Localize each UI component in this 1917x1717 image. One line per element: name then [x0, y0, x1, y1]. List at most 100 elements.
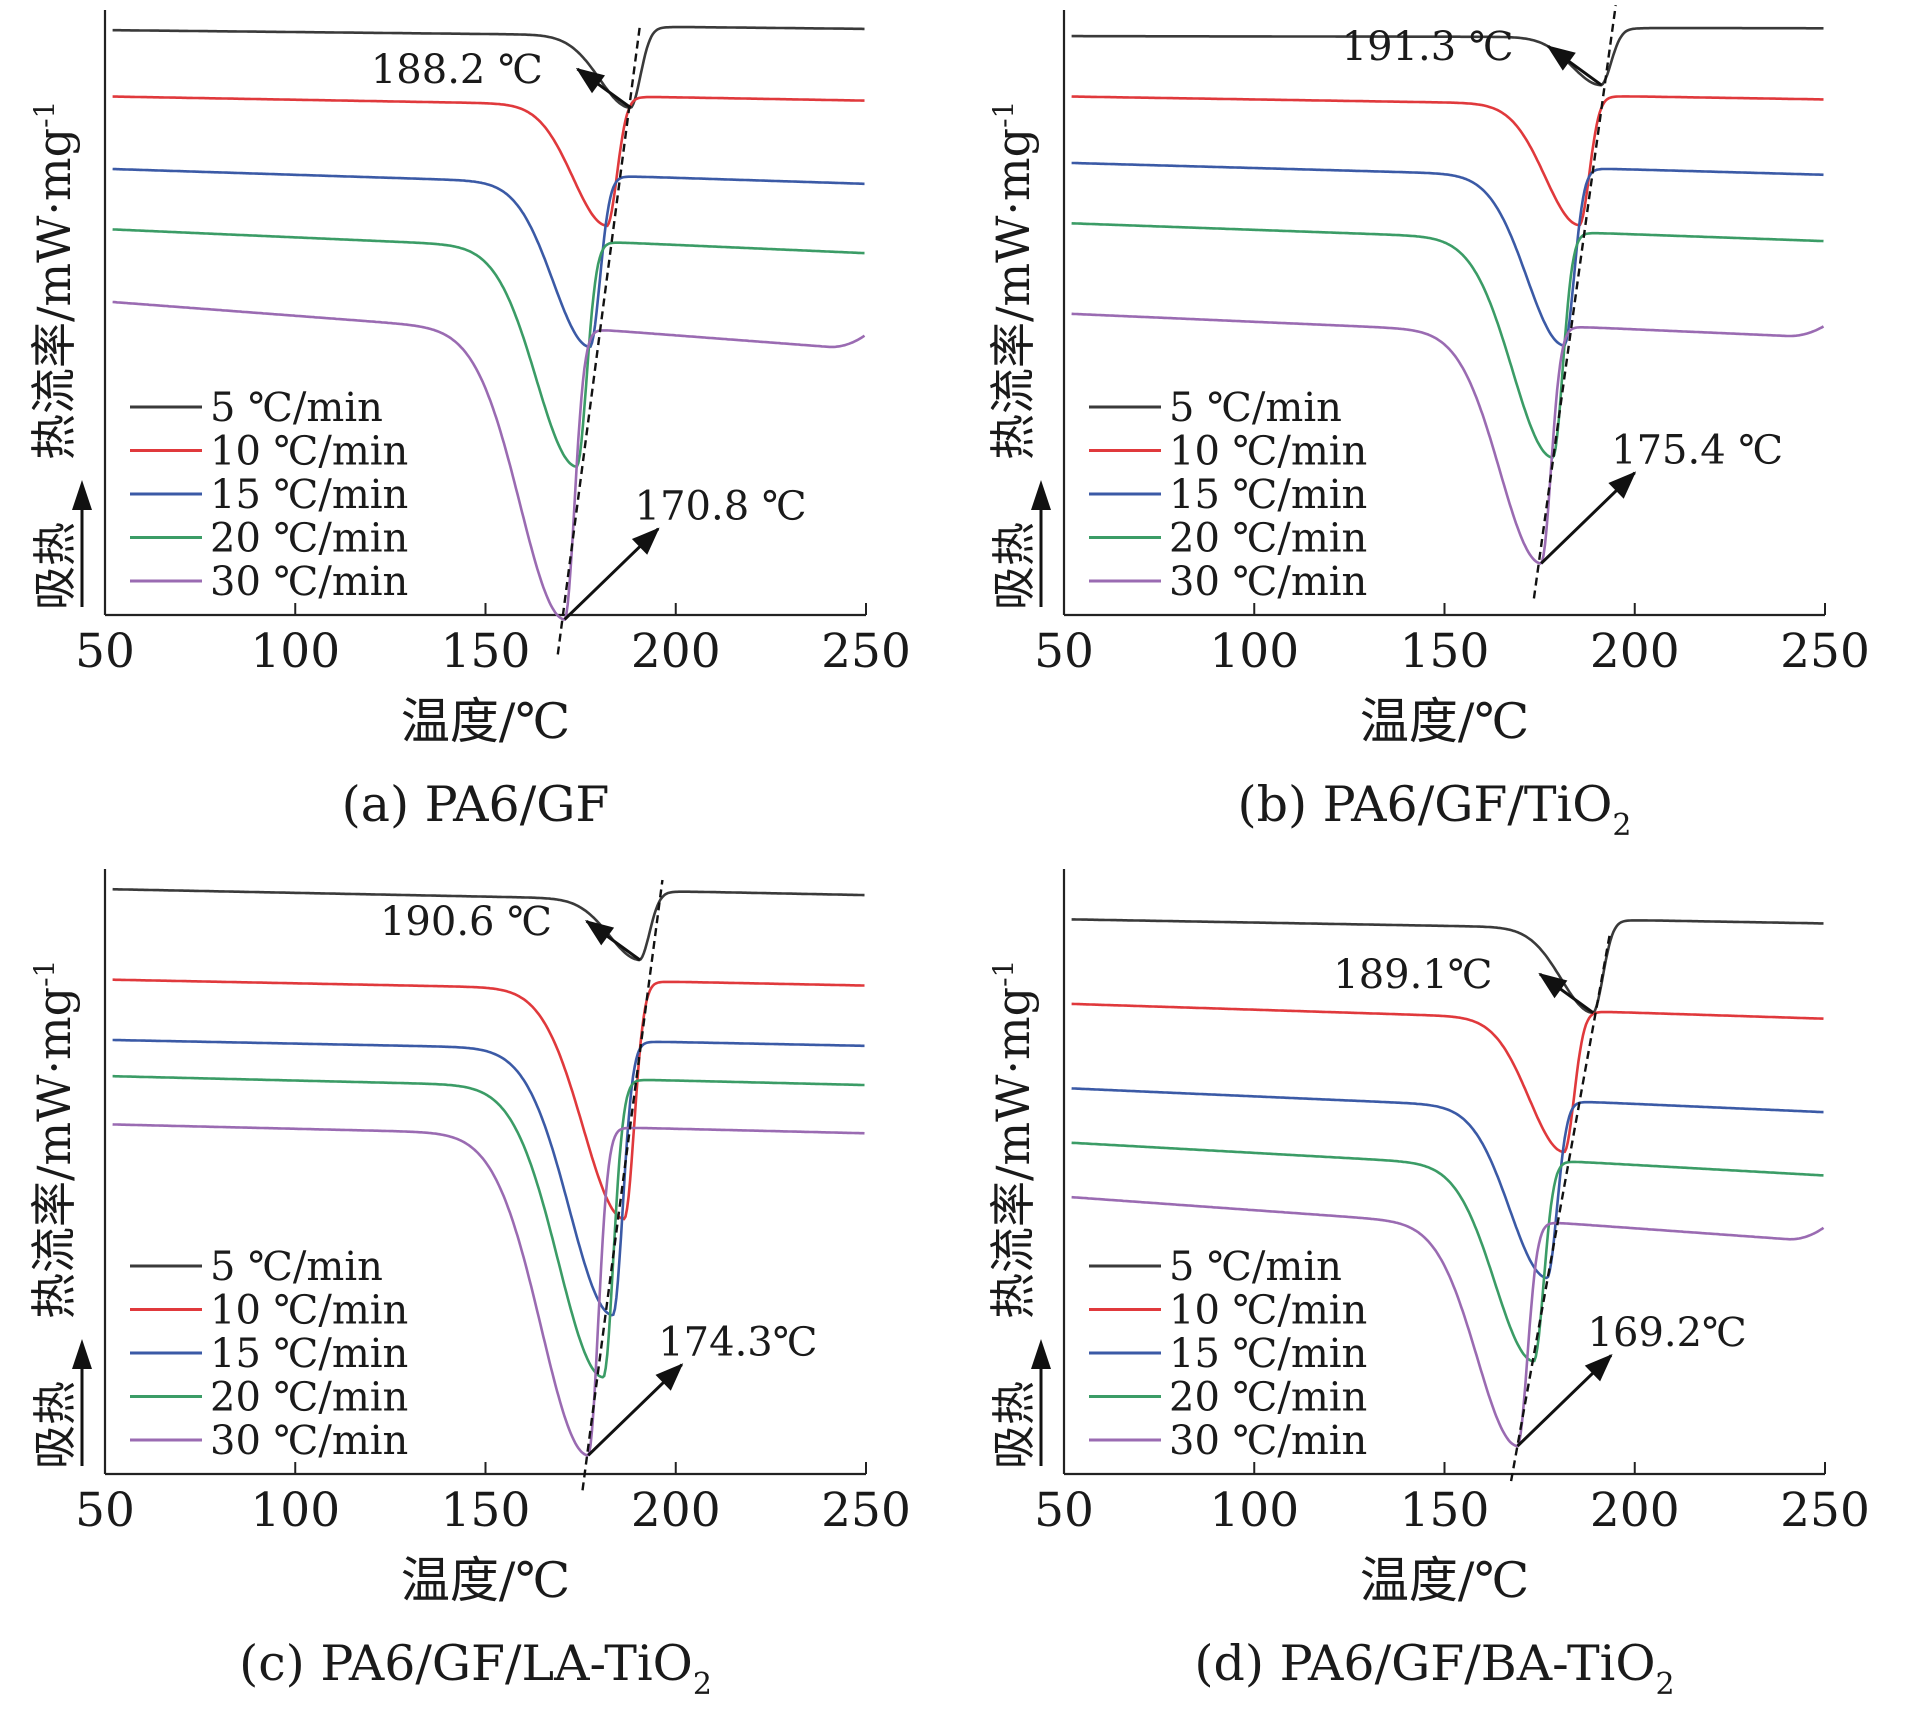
chart-svg-b: 50 100 150 200 250 温度/℃ (b) PA6/GF/TiO2 吸热 热流率/m…	[986, 5, 1870, 843]
legend-label-3: 15 ℃/min	[210, 472, 408, 518]
x-tick-label: 200	[631, 624, 721, 679]
x-tick-label: 250	[1780, 624, 1870, 679]
series-line-4	[1071, 222, 1824, 459]
x-tick-label: 250	[821, 1483, 911, 1538]
endo-arrow-icon	[72, 480, 92, 510]
chart-panel-a: 50 100 150 200 250 温度/℃ (a) PA6/GF 吸热 热流率/mW·mg-…	[0, 0, 958, 858]
series-line-4	[112, 1074, 865, 1379]
y-axis-title-group: 吸热 热流率/mW·mg-1	[27, 960, 81, 1469]
x-tick-label: 200	[1590, 624, 1680, 679]
y-axis-title-group: 吸热 热流率/mW·mg-1	[986, 960, 1040, 1469]
x-tick-label: 100	[1209, 624, 1299, 679]
legend-label-4: 20 ℃/min	[1169, 1375, 1367, 1421]
legend-label-2: 10 ℃/min	[210, 1288, 408, 1334]
peak-annotation-1: 188.2 ℃	[371, 47, 543, 93]
series-line-2	[112, 95, 865, 228]
endo-arrow-icon	[1031, 1339, 1051, 1369]
annotation-arrow-icon	[631, 527, 660, 555]
x-axis-title: 温度/℃	[401, 1552, 570, 1609]
tangent-line	[1532, 5, 1617, 599]
series-line-5	[112, 1123, 865, 1457]
x-axis-title: 温度/℃	[1360, 1552, 1529, 1609]
series-line-3	[112, 1038, 865, 1317]
y-axis-title-group: 吸热 热流率/mW·mg-1	[986, 101, 1040, 610]
peak-annotation-1: 190.6 ℃	[380, 899, 552, 945]
legend-label-1: 5 ℃/min	[210, 1244, 383, 1290]
chart-panel-d: 50 100 150 200 250 温度/℃ (d) PA6/GF/BA-TiO2 吸热 热流…	[959, 859, 1917, 1717]
chart-svg-d: 50 100 150 200 250 温度/℃ (d) PA6/GF/BA-TiO2 吸热 热流…	[986, 869, 1870, 1702]
legend-label-1: 5 ℃/min	[210, 385, 383, 431]
chart-panel-c: 50 100 150 200 250 温度/℃ (c) PA6/GF/LA-TiO2 吸热 热流…	[0, 859, 958, 1717]
series-line-2	[1071, 95, 1824, 227]
y-axis-title: 热流率/mW·mg-1	[27, 101, 81, 460]
x-tick-label: 200	[631, 1483, 721, 1538]
legend-label-2: 10 ℃/min	[1169, 1288, 1367, 1334]
series-line-5	[1071, 1195, 1825, 1448]
tangent-line	[581, 879, 664, 1491]
panel-caption: (c) PA6/GF/LA-TiO2	[239, 1635, 712, 1702]
series-line-5	[1071, 312, 1825, 565]
peak-annotation-2: 169.2℃	[1588, 1310, 1747, 1356]
series-line-3	[112, 167, 865, 349]
series-line-2	[112, 978, 865, 1221]
x-tick-label: 100	[250, 624, 340, 679]
peak-annotation-2: 174.3℃	[658, 1319, 817, 1365]
x-tick-label: 100	[250, 1483, 340, 1538]
legend-label-5: 30 ℃/min	[210, 1418, 408, 1464]
series-line-5	[112, 300, 866, 621]
legend-label-4: 20 ℃/min	[210, 1375, 408, 1421]
legend-label-2: 10 ℃/min	[1169, 429, 1367, 475]
chart-panel-b: 50 100 150 200 250 温度/℃ (b) PA6/GF/TiO2 吸热 热流率/m…	[959, 0, 1917, 858]
x-tick-label: 150	[441, 624, 531, 679]
series-line-3	[1071, 161, 1824, 347]
x-tick-label: 250	[1780, 1483, 1870, 1538]
legend-label-3: 15 ℃/min	[210, 1331, 408, 1377]
legend-label-2: 10 ℃/min	[210, 429, 408, 475]
x-axis-title: 温度/℃	[401, 693, 570, 750]
x-tick-label: 50	[1034, 1483, 1094, 1538]
y-axis-title: 热流率/mW·mg-1	[986, 960, 1040, 1319]
y-axis-title: 热流率/mW·mg-1	[986, 101, 1040, 460]
endothermic-label: 吸热	[989, 1381, 1040, 1469]
annotation-arrow-icon	[1546, 45, 1576, 71]
peak-annotation-2: 170.8 ℃	[635, 483, 807, 529]
x-tick-label: 50	[75, 1483, 135, 1538]
endothermic-label: 吸热	[30, 1381, 81, 1469]
series-line-2	[1071, 1002, 1824, 1154]
panel-caption: (a) PA6/GF	[342, 776, 610, 833]
legend-label-3: 15 ℃/min	[1169, 1331, 1367, 1377]
annotation-arrow-icon	[1538, 972, 1568, 999]
x-tick-label: 50	[75, 624, 135, 679]
x-tick-label: 150	[1400, 624, 1490, 679]
annotation-arrow-icon	[575, 67, 605, 94]
endo-arrow-icon	[1031, 480, 1051, 510]
legend-label-1: 5 ℃/min	[1169, 385, 1342, 431]
x-tick-label: 200	[1590, 1483, 1680, 1538]
peak-annotation-2: 175.4 ℃	[1611, 427, 1783, 473]
chart-svg-a: 50 100 150 200 250 温度/℃ (a) PA6/GF 吸热 热流率/mW·mg-…	[27, 10, 911, 833]
x-tick-label: 100	[1209, 1483, 1299, 1538]
legend-label-4: 20 ℃/min	[210, 516, 408, 562]
legend-label-5: 30 ℃/min	[1169, 559, 1367, 605]
series-line-1	[112, 25, 865, 110]
tangent-line	[1509, 932, 1612, 1482]
series-line-4	[1071, 1141, 1824, 1363]
y-axis-title-group: 吸热 热流率/mW·mg-1	[27, 101, 81, 610]
series-line-1	[1071, 26, 1824, 87]
legend-label-4: 20 ℃/min	[1169, 516, 1367, 562]
endo-arrow-icon	[72, 1339, 92, 1369]
legend-label-5: 30 ℃/min	[210, 559, 408, 605]
annotation-arrow-icon	[1608, 471, 1637, 499]
series-line-4	[112, 228, 865, 469]
peak-annotation-1: 191.3 ℃	[1342, 24, 1514, 70]
endothermic-label: 吸热	[989, 522, 1040, 610]
annotation-arrow-icon	[1584, 1354, 1613, 1382]
peak-annotation-1: 189.1℃	[1333, 952, 1492, 998]
legend-label-1: 5 ℃/min	[1169, 1244, 1342, 1290]
annotation-arrow-icon	[585, 920, 615, 946]
annotation-arrow-icon	[655, 1363, 684, 1391]
chart-svg-c: 50 100 150 200 250 温度/℃ (c) PA6/GF/LA-TiO2 吸热 热流…	[27, 869, 911, 1702]
endothermic-label: 吸热	[30, 522, 81, 610]
panel-caption: (d) PA6/GF/BA-TiO2	[1194, 1635, 1674, 1702]
x-tick-label: 50	[1034, 624, 1094, 679]
